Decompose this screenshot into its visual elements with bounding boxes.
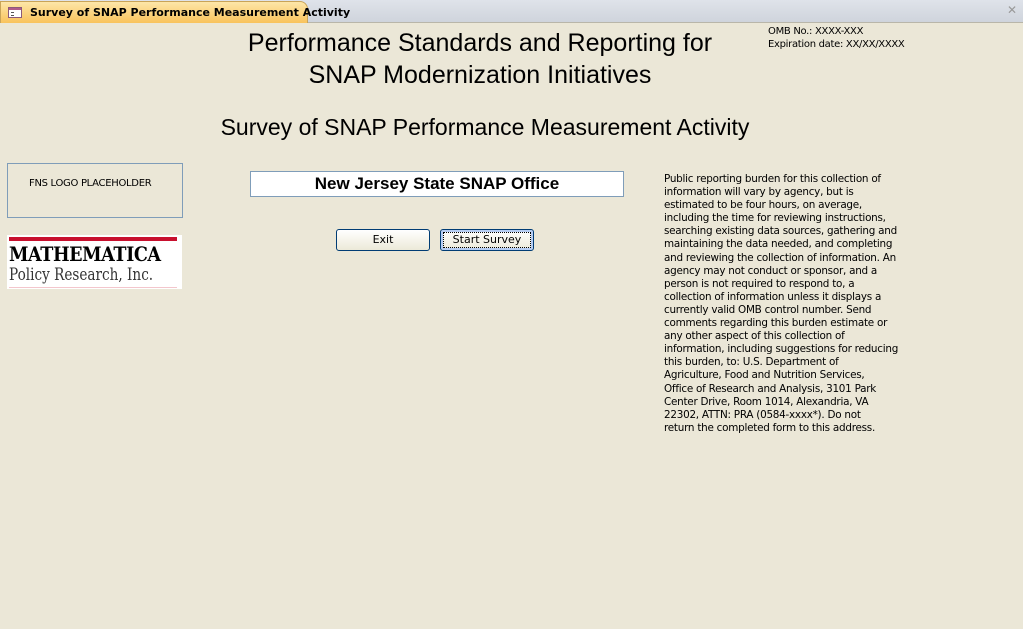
burden-line: and reviewing the collection of informat… [664,251,896,264]
burden-line: including the time for reviewing instruc… [664,212,886,225]
burden-line: Public reporting burden for this collect… [664,173,881,185]
burden-line: information will vary by agency, but is [664,186,854,199]
form-icon [8,7,22,18]
page-title: Performance Standards and Reporting for … [200,27,760,91]
burden-line: collection of information unless it disp… [664,290,882,303]
burden-line: estimated to be four hours, on average, [664,199,862,212]
burden-line: currently valid OMB control number. Send [664,303,872,316]
burden-line: Office of Research and Analysis, 3101 Pa… [664,382,877,395]
title-line-2: SNAP Modernization Initiatives [308,61,652,89]
document-tab[interactable]: Survey of SNAP Performance Measurement A… [0,1,350,23]
omb-number: OMB No.: XXXX-XXX [768,26,864,37]
close-icon[interactable]: ✕ [1006,3,1017,17]
burden-line: searching existing data sources, gatheri… [664,225,897,238]
document-tab-bar: Survey of SNAP Performance Measurement A… [0,0,1023,23]
mathematica-logo: MATHEMATICA Policy Research, Inc. [7,235,182,289]
burden-line: return the completed form to this addres… [664,421,876,434]
burden-line: 22302, ATTN: PRA (0584-xxxx*). Do not [664,408,861,421]
burden-line: person is not required to respond to, a [664,277,855,290]
logo-text-2: Policy Research, Inc. [9,265,154,285]
page-subtitle: Survey of SNAP Performance Measurement A… [220,114,750,140]
tab-title: Survey of SNAP Performance Measurement A… [30,6,351,19]
office-name-field: New Jersey State SNAP Office [250,171,624,197]
omb-info: OMB No.: XXXX-XXX Expiration date: XX/XX… [768,25,905,51]
logo-text-1: MATHEMATICA [9,242,161,266]
burden-statement: Public reporting burden for this collect… [664,173,898,435]
burden-line: maintaining the data needed, and complet… [664,238,893,251]
burden-line: any other aspect of this collection of [664,330,845,343]
burden-line: information, including suggestions for r… [664,343,899,356]
exit-button[interactable]: Exit [336,229,430,251]
fns-logo-placeholder: FNS LOGO PLACEHOLDER [7,163,183,218]
burden-line: Agriculture, Food and Nutrition Services… [664,369,865,382]
burden-line: this burden, to: U.S. Department of [664,356,839,369]
burden-line: agency may not conduct or sponsor, and a [664,264,878,277]
burden-line: Center Drive, Room 1014, Alexandria, VA [664,395,869,408]
expiration-date: Expiration date: XX/XX/XXXX [768,39,905,50]
burden-line: comments regarding this burden estimate … [664,317,888,330]
start-survey-button[interactable]: Start Survey [440,229,534,251]
title-line-1: Performance Standards and Reporting for [247,29,713,57]
